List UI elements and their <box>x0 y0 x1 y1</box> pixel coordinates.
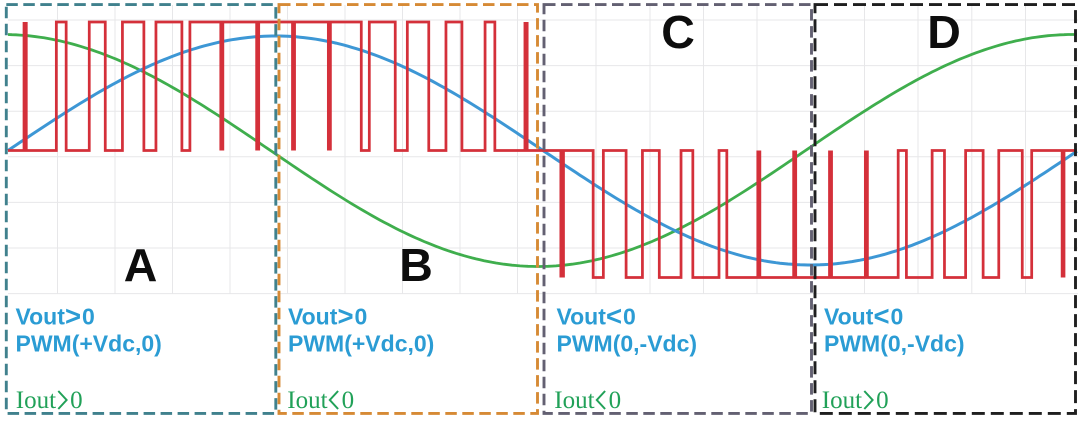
svg-text:0: 0 <box>342 387 355 414</box>
svg-text:0: 0 <box>82 304 95 330</box>
svg-text:0: 0 <box>609 387 622 414</box>
svg-text:PWM(0,-Vdc): PWM(0,-Vdc) <box>824 331 965 357</box>
svg-text:Vout: Vout <box>824 304 874 330</box>
svg-text:<: < <box>874 301 890 332</box>
svg-text:Vout: Vout <box>16 304 66 330</box>
svg-text:0: 0 <box>891 304 904 330</box>
svg-text:C: C <box>661 6 695 58</box>
svg-text:Vout: Vout <box>557 304 607 330</box>
svg-text:Vout: Vout <box>288 304 338 330</box>
svg-text:PWM(+Vdc,0): PWM(+Vdc,0) <box>16 331 162 357</box>
svg-text:B: B <box>399 239 433 291</box>
svg-text:PWM(0,-Vdc): PWM(0,-Vdc) <box>557 331 698 357</box>
svg-text:Iout: Iout <box>554 387 594 414</box>
svg-text:>: > <box>65 301 81 332</box>
svg-text:Iout: Iout <box>16 387 56 414</box>
svg-text:PWM(+Vdc,0): PWM(+Vdc,0) <box>288 331 434 357</box>
svg-text:0: 0 <box>70 387 83 414</box>
svg-text:A: A <box>124 239 158 291</box>
svg-text:0: 0 <box>623 304 636 330</box>
svg-text:Iout: Iout <box>287 387 327 414</box>
svg-text:Iout: Iout <box>822 387 862 414</box>
svg-text:0: 0 <box>355 304 368 330</box>
svg-text:<: < <box>606 301 622 332</box>
svg-text:D: D <box>927 6 961 58</box>
svg-text:>: > <box>338 301 354 332</box>
svg-text:0: 0 <box>876 387 889 414</box>
